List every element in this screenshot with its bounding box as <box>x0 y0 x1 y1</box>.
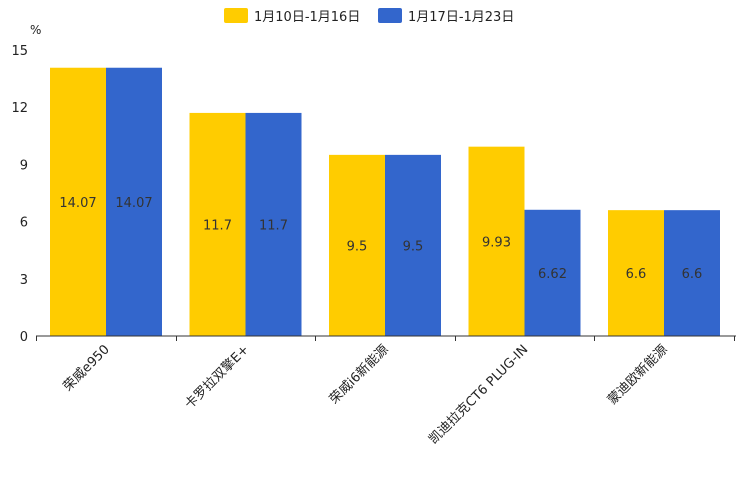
data-label-series2-cat2: 11.7 <box>259 218 288 233</box>
bar-series1-cat1 <box>50 67 106 337</box>
x-axis-category-labels: 荣威e950 卡罗拉双擎E+ 荣威i6新能源 凯迪拉克CT6 PLUG-IN 蒙迪欧新能… <box>61 342 671 448</box>
bar-series2-cat1 <box>106 67 162 337</box>
y-tick-label: 6 <box>20 216 28 231</box>
x-category-label: 凯迪拉克CT6 PLUG-IN <box>426 342 531 447</box>
legend-label-2: 1月17日-1月23日 <box>408 10 514 25</box>
bar-series2-cat4 <box>524 209 581 336</box>
data-label-series2-cat1: 14.07 <box>115 196 152 211</box>
x-axis <box>36 335 736 341</box>
data-label-series1-cat1: 14.07 <box>59 196 96 211</box>
x-category-label: 荣威i6新能源 <box>326 342 392 408</box>
x-category-label: 荣威e950 <box>61 342 113 394</box>
y-tick-label: 0 <box>20 330 28 345</box>
bar-series1-cat2 <box>189 112 246 336</box>
data-label-series2-cat5: 6.6 <box>682 267 703 282</box>
x-category-label: 蒙迪欧新能源 <box>604 342 670 408</box>
bar-series1-cat5 <box>608 210 664 336</box>
y-tick-label: 12 <box>11 101 28 116</box>
data-label-series2-cat3: 9.5 <box>403 239 424 254</box>
bar-series2-cat5 <box>664 210 720 336</box>
legend-swatch-2 <box>378 8 402 23</box>
bar-series2-cat2 <box>245 112 302 336</box>
bar-series1-cat3 <box>329 154 385 336</box>
legend-swatch-1 <box>224 8 248 23</box>
bar-series2-cat3 <box>385 154 441 336</box>
data-label-series2-cat4: 6.62 <box>538 267 567 282</box>
data-labels: 14.07 14.07 11.7 11.7 9.5 9.5 9.93 6.62 6.6 6.6 <box>59 196 702 282</box>
legend: 1月10日-1月16日 1月17日-1月23日 <box>224 8 514 25</box>
data-label-series1-cat3: 9.5 <box>347 239 368 254</box>
data-label-series1-cat5: 6.6 <box>626 267 647 282</box>
bar-series1-cat4 <box>468 146 525 336</box>
bars <box>50 67 720 337</box>
legend-label-1: 1月10日-1月16日 <box>254 10 360 25</box>
y-axis-ticks: 0 3 6 9 12 15 <box>11 44 28 345</box>
data-label-series1-cat2: 11.7 <box>203 218 232 233</box>
y-tick-label: 15 <box>11 44 28 59</box>
y-axis-unit-label: % <box>30 23 41 37</box>
x-category-label: 卡罗拉双擎E+ <box>182 342 252 412</box>
y-tick-label: 9 <box>20 158 28 173</box>
y-tick-label: 3 <box>20 273 28 288</box>
data-label-series1-cat4: 9.93 <box>482 235 511 250</box>
